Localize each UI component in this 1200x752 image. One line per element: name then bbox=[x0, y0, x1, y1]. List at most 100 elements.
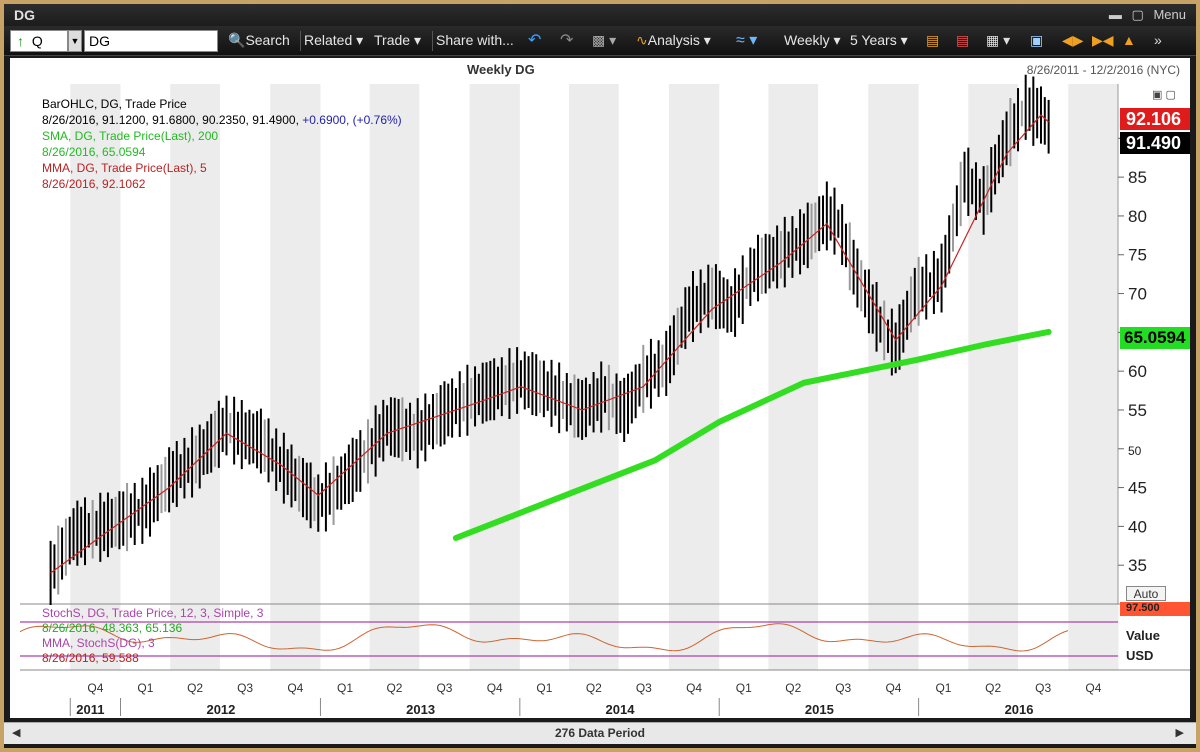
x-year-label: 2015 bbox=[805, 702, 834, 717]
title-bar: DG ▬ ▢ Menu bbox=[4, 4, 1196, 26]
more-icon[interactable]: » bbox=[1154, 32, 1162, 48]
price-chart[interactable]: 354045505560657075808590 Q4Q1Q2Q3Q4Q1Q2Q… bbox=[10, 58, 1190, 718]
window-controls[interactable]: ▬ ▢ Menu bbox=[1109, 7, 1186, 23]
related-menu[interactable]: Related ▾ bbox=[304, 32, 364, 48]
analysis-icon: ∿ bbox=[636, 32, 648, 48]
mma-last-badge: 92.106 bbox=[1120, 108, 1190, 130]
x-year-label: 2014 bbox=[606, 702, 636, 717]
x-quarter-label: Q4 bbox=[686, 681, 702, 695]
sma-last-badge: 65.0594 bbox=[1120, 327, 1190, 349]
x-quarter-label: Q3 bbox=[436, 681, 452, 695]
fit-icon[interactable]: ▲ bbox=[1122, 32, 1136, 48]
mma-5-line bbox=[50, 114, 1050, 574]
scroll-right-arrow[interactable]: ▶ bbox=[1175, 727, 1184, 739]
close-last-badge: 91.490 bbox=[1120, 132, 1190, 154]
x-quarter-label: Q4 bbox=[487, 681, 503, 695]
y-tick-label: 40 bbox=[1128, 517, 1147, 536]
x-quarter-label: Q4 bbox=[287, 681, 303, 695]
y-tick-label: 60 bbox=[1128, 362, 1147, 381]
chart-panel: Weekly DG 8/26/2011 - 12/2/2016 (NYC) 35… bbox=[10, 58, 1190, 718]
chart-date-range: 8/26/2011 - 12/2/2016 (NYC) bbox=[1026, 63, 1180, 77]
compare-icon[interactable]: ▤ bbox=[956, 32, 970, 48]
price-legend: BarOHLC, DG, Trade Price 8/26/2016, 91.1… bbox=[42, 96, 402, 192]
x-quarter-label: Q3 bbox=[1035, 681, 1051, 695]
mma-legend-value: 8/26/2016, 92.1062 bbox=[42, 177, 146, 191]
studies-icon[interactable]: ≈ ▾ bbox=[736, 32, 758, 49]
save-icon[interactable]: ▣ bbox=[1030, 32, 1044, 48]
search-icon: 🔍 bbox=[228, 32, 246, 48]
redo-icon[interactable]: ↷ bbox=[560, 32, 574, 49]
stoch-mma-value: 8/26/2016, 59.588 bbox=[42, 651, 139, 665]
interval-select[interactable]: Weekly ▾ bbox=[784, 32, 841, 48]
folder-icon[interactable]: ▩ ▾ bbox=[592, 32, 617, 48]
y-tick-label: 50 bbox=[1128, 444, 1142, 458]
data-period-label: 276 Data Period bbox=[554, 726, 646, 740]
quarter-band bbox=[170, 84, 220, 670]
bar-legend-title: BarOHLC, DG, Trade Price bbox=[42, 97, 187, 111]
sma-legend-title: SMA, DG, Trade Price(Last), 200 bbox=[42, 129, 219, 143]
quarter-band bbox=[768, 84, 819, 670]
minimize-icon[interactable]: ▬ bbox=[1108, 7, 1122, 22]
share-menu[interactable]: Share with... bbox=[436, 32, 514, 48]
main-toolbar: ↑ Q ▼ DG 🔍Search Related ▾ Trade ▾ Share… bbox=[4, 26, 1196, 56]
x-year-label: 2011 bbox=[76, 702, 104, 717]
auto-scale-button[interactable]: Auto bbox=[1126, 586, 1166, 601]
x-quarter-label: Q2 bbox=[985, 681, 1001, 695]
symbol-input[interactable]: DG bbox=[84, 30, 218, 52]
chevron-down-icon: ▼ bbox=[70, 36, 80, 46]
x-quarter-label: Q3 bbox=[237, 681, 253, 695]
x-quarter-label: Q1 bbox=[736, 681, 752, 695]
type-dropdown-button[interactable]: ▼ bbox=[68, 30, 82, 52]
x-quarter-label: Q2 bbox=[386, 681, 402, 695]
range-select[interactable]: 5 Years ▾ bbox=[850, 32, 908, 48]
x-quarter-label: Q1 bbox=[536, 681, 552, 695]
quarter-band bbox=[668, 84, 720, 670]
stoch-upper-badge: 97.500 bbox=[1120, 602, 1190, 616]
mma-legend-title: MMA, DG, Trade Price(Last), 5 bbox=[42, 161, 207, 175]
search-button[interactable]: 🔍Search bbox=[228, 32, 290, 48]
x-year-label: 2013 bbox=[406, 702, 435, 717]
y-tick-label: 70 bbox=[1128, 285, 1147, 304]
scroll-left-icon[interactable]: ◀▶ bbox=[1062, 32, 1084, 48]
x-year-label: 2012 bbox=[206, 702, 235, 717]
scroll-left-arrow[interactable]: ◀ bbox=[12, 727, 21, 739]
restore-icon[interactable]: ▢ bbox=[1131, 7, 1144, 22]
arrow-up-icon: ↑ bbox=[17, 33, 24, 49]
pane-controls[interactable]: ▣ ▢ bbox=[1152, 89, 1176, 101]
y-tick-label: 85 bbox=[1128, 168, 1147, 187]
menu-button[interactable]: Menu bbox=[1153, 7, 1186, 22]
x-quarter-label: Q1 bbox=[137, 681, 153, 695]
quarter-band bbox=[369, 84, 420, 670]
x-year-label: 2016 bbox=[1005, 702, 1034, 717]
zoom-icon[interactable]: ▶◀ bbox=[1092, 32, 1114, 48]
y-tick-label: 75 bbox=[1128, 246, 1147, 265]
x-quarter-label: Q1 bbox=[337, 681, 353, 695]
trade-menu[interactable]: Trade ▾ bbox=[374, 32, 421, 48]
x-quarter-label: Q4 bbox=[87, 681, 103, 695]
stoch-legend-title: StochS, DG, Trade Price, 12, 3, Simple, … bbox=[42, 606, 264, 620]
stoch-mma-title: MMA, StochS(DG), 3 bbox=[42, 636, 155, 650]
status-bar: ◀ 276 Data Period ▶ bbox=[4, 722, 1196, 744]
quarter-band bbox=[868, 84, 919, 670]
x-quarter-label: Q1 bbox=[935, 681, 951, 695]
x-quarter-label: Q2 bbox=[187, 681, 203, 695]
analysis-menu[interactable]: ∿Analysis ▾ bbox=[636, 32, 711, 48]
security-type-select[interactable]: ↑ Q bbox=[10, 30, 68, 52]
x-quarter-label: Q2 bbox=[785, 681, 801, 695]
stoch-line bbox=[19, 623, 1069, 652]
bar-legend-values: 8/26/2016, 91.1200, 91.6800, 90.2350, 91… bbox=[42, 113, 402, 127]
sma-legend-value: 8/26/2016, 65.0594 bbox=[42, 145, 146, 159]
chart-type-icon[interactable]: ▤ bbox=[926, 32, 940, 48]
sma-200-line bbox=[452, 328, 1052, 541]
stoch-legend-values: 8/26/2016, 48.363, 65.136 bbox=[42, 621, 183, 635]
stoch-legend: StochS, DG, Trade Price, 12, 3, Simple, … bbox=[42, 606, 263, 666]
stoch-usd-label: USD bbox=[1126, 648, 1154, 663]
x-quarter-label: Q4 bbox=[1085, 681, 1101, 695]
bar-legend-change: +0.6900, (+0.76%) bbox=[302, 113, 402, 127]
x-quarter-label: Q2 bbox=[586, 681, 602, 695]
layout-icon[interactable]: ▦ ▾ bbox=[986, 32, 1011, 48]
y-tick-label: 55 bbox=[1128, 401, 1147, 420]
undo-icon[interactable]: ↶ bbox=[528, 32, 542, 49]
quarter-band bbox=[70, 84, 121, 670]
y-tick-label: 45 bbox=[1128, 479, 1147, 498]
